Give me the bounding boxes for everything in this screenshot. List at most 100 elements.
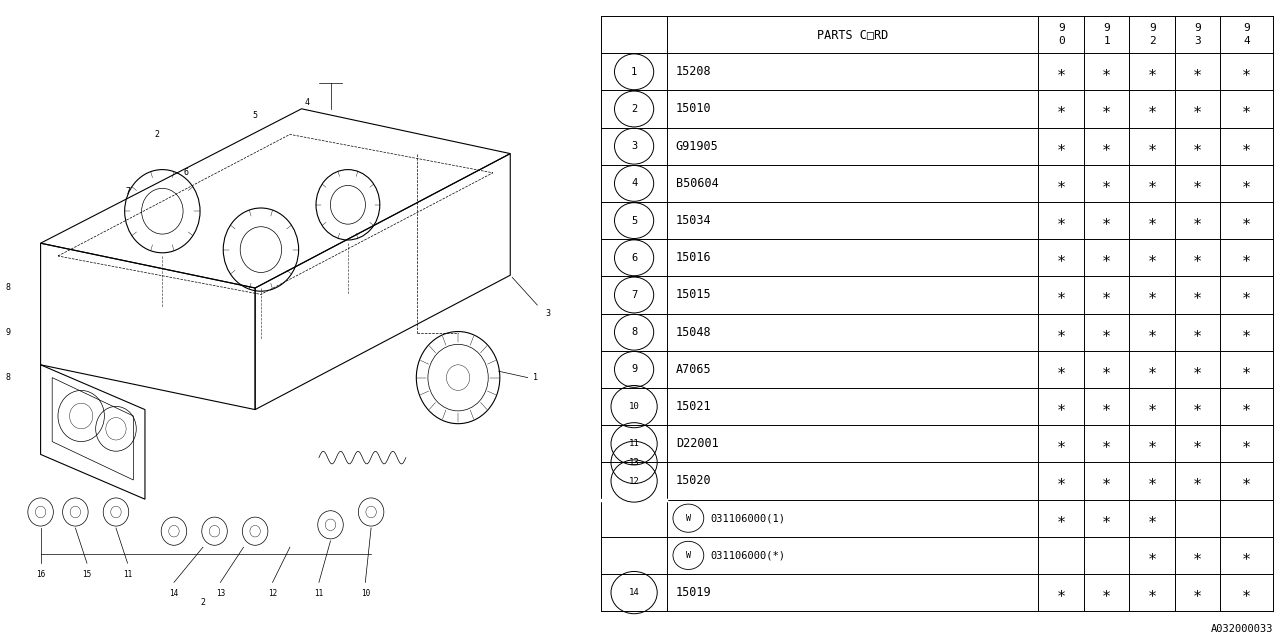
Text: 16: 16 (36, 570, 45, 579)
Text: 5: 5 (252, 111, 257, 120)
Text: ∗: ∗ (1148, 474, 1157, 488)
Text: ∗: ∗ (1148, 176, 1157, 191)
Text: 15034: 15034 (676, 214, 712, 227)
Text: ∗: ∗ (1193, 176, 1202, 191)
Text: ∗: ∗ (1148, 511, 1157, 525)
Text: 12: 12 (268, 589, 278, 598)
Text: ∗: ∗ (1148, 362, 1157, 377)
Text: 3: 3 (631, 141, 637, 151)
Text: 031106000(1): 031106000(1) (710, 513, 786, 524)
Text: 10: 10 (628, 402, 640, 411)
Text: G91905: G91905 (676, 140, 718, 153)
Text: ∗: ∗ (1242, 548, 1252, 563)
Text: ∗: ∗ (1242, 324, 1252, 340)
Text: ∗: ∗ (1193, 250, 1202, 266)
Text: 15: 15 (82, 570, 92, 579)
Text: 2: 2 (631, 104, 637, 114)
Text: ∗: ∗ (1193, 474, 1202, 488)
Text: ∗: ∗ (1102, 362, 1111, 377)
Text: ∗: ∗ (1102, 102, 1111, 116)
Text: 11: 11 (315, 589, 324, 598)
Text: ∗: ∗ (1056, 287, 1066, 303)
Text: 9: 9 (1243, 23, 1251, 33)
Text: ∗: ∗ (1193, 102, 1202, 116)
Text: ∗: ∗ (1056, 64, 1066, 79)
Text: 031106000(*): 031106000(*) (710, 550, 786, 561)
Text: W: W (686, 551, 691, 560)
Text: 15048: 15048 (676, 326, 712, 339)
Text: ∗: ∗ (1056, 511, 1066, 525)
Text: 14: 14 (169, 589, 179, 598)
Text: ∗: ∗ (1102, 324, 1111, 340)
Text: ∗: ∗ (1242, 213, 1252, 228)
Text: W: W (686, 514, 691, 523)
Text: ∗: ∗ (1193, 548, 1202, 563)
Text: ∗: ∗ (1056, 102, 1066, 116)
Text: 8: 8 (6, 373, 10, 382)
Text: 4: 4 (1243, 36, 1251, 46)
Text: ∗: ∗ (1102, 213, 1111, 228)
Text: ∗: ∗ (1193, 287, 1202, 303)
Text: 4: 4 (631, 179, 637, 188)
Text: 5: 5 (631, 216, 637, 226)
Text: D22001: D22001 (676, 437, 718, 451)
Text: 9: 9 (1057, 23, 1065, 33)
Text: ∗: ∗ (1056, 399, 1066, 414)
Text: 15019: 15019 (676, 586, 712, 599)
Text: 14: 14 (628, 588, 640, 597)
Text: ∗: ∗ (1148, 64, 1157, 79)
Text: ∗: ∗ (1148, 102, 1157, 116)
Text: ∗: ∗ (1148, 436, 1157, 451)
Text: 15208: 15208 (676, 65, 712, 78)
Text: ∗: ∗ (1056, 474, 1066, 488)
Text: 15010: 15010 (676, 102, 712, 115)
Text: ∗: ∗ (1102, 585, 1111, 600)
Text: ∗: ∗ (1056, 176, 1066, 191)
Text: 11: 11 (628, 439, 640, 448)
Text: ∗: ∗ (1193, 362, 1202, 377)
Text: ∗: ∗ (1148, 324, 1157, 340)
Text: 15015: 15015 (676, 289, 712, 301)
Text: ∗: ∗ (1102, 399, 1111, 414)
Text: ∗: ∗ (1056, 213, 1066, 228)
Text: 15016: 15016 (676, 252, 712, 264)
Text: ∗: ∗ (1056, 436, 1066, 451)
Text: ∗: ∗ (1102, 511, 1111, 525)
Text: 2: 2 (201, 598, 206, 607)
Text: 11: 11 (123, 570, 132, 579)
Text: ∗: ∗ (1193, 585, 1202, 600)
Text: ∗: ∗ (1102, 436, 1111, 451)
Text: ∗: ∗ (1148, 399, 1157, 414)
Text: 2: 2 (154, 130, 159, 139)
Text: ∗: ∗ (1148, 548, 1157, 563)
Text: ∗: ∗ (1242, 64, 1252, 79)
Text: ∗: ∗ (1242, 585, 1252, 600)
Text: ∗: ∗ (1148, 585, 1157, 600)
Text: PARTS C□RD: PARTS C□RD (817, 28, 888, 41)
Text: 2: 2 (1149, 36, 1156, 46)
Text: ∗: ∗ (1242, 474, 1252, 488)
Text: 9: 9 (631, 364, 637, 374)
Text: ∗: ∗ (1193, 399, 1202, 414)
Text: 9: 9 (1194, 23, 1201, 33)
Text: ∗: ∗ (1193, 213, 1202, 228)
Text: ∗: ∗ (1148, 250, 1157, 266)
Text: A7065: A7065 (676, 363, 712, 376)
Text: 13: 13 (216, 589, 225, 598)
Text: ∗: ∗ (1148, 287, 1157, 303)
Text: 12: 12 (628, 477, 640, 486)
Text: ∗: ∗ (1056, 362, 1066, 377)
Text: 7: 7 (631, 290, 637, 300)
Text: 10: 10 (361, 589, 370, 598)
Text: 3: 3 (545, 309, 550, 318)
Text: ∗: ∗ (1056, 250, 1066, 266)
Text: ∗: ∗ (1193, 139, 1202, 154)
Text: ∗: ∗ (1193, 436, 1202, 451)
Text: ∗: ∗ (1102, 250, 1111, 266)
Text: 1: 1 (631, 67, 637, 77)
Text: 8: 8 (6, 284, 10, 292)
Text: B50604: B50604 (676, 177, 718, 190)
Text: ∗: ∗ (1148, 213, 1157, 228)
Text: ∗: ∗ (1102, 139, 1111, 154)
Text: 6: 6 (183, 168, 188, 177)
